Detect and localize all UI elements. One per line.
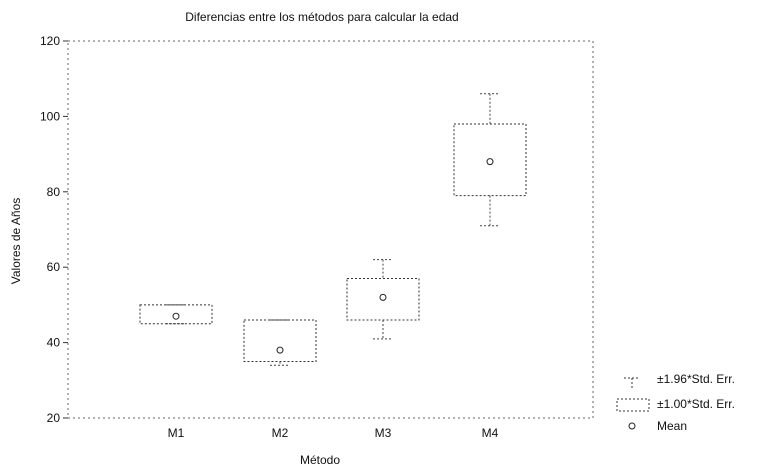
x-tick-label-M1: M1 [168,426,185,440]
box-group-M1 [139,304,213,325]
x-axis-label: Método [300,453,340,465]
y-tick-label-80: 80 [47,185,61,199]
y-axis: 20 40 60 80 100 120 [40,34,68,425]
box-M4 [453,123,527,197]
box-groups [139,93,527,366]
y-tick-label-100: 100 [40,109,60,123]
chart-title: Diferencias entre los métodos para calcu… [185,10,458,24]
legend-symbol-se [616,398,650,412]
mean-marker-M4 [486,158,494,166]
y-tick-label-20: 20 [47,411,61,425]
legend-label-2: Mean [657,419,687,433]
y-axis-label: Valores de Años [9,198,23,285]
y-tick-label-120: 120 [40,34,60,48]
legend-label-1: ±1.00*Std. Err. [657,397,735,411]
legend-label-0: ±1.96*Std. Err. [657,372,735,386]
box-M1 [139,304,213,325]
x-axis: M1 M2 M3 M4 [168,426,499,440]
y-tick-label-60: 60 [47,260,61,274]
box-M3 [346,278,420,321]
box-group-M4 [453,93,527,227]
mean-marker-M2 [276,346,284,354]
plot-border [67,40,594,419]
y-tick-label-40: 40 [47,336,61,350]
x-tick-label-M3: M3 [375,426,392,440]
x-tick-label-M2: M2 [272,426,289,440]
legend-symbol-mean [628,422,636,430]
box-group-M3 [346,259,420,340]
box-group-M2 [243,319,317,366]
box-M2 [243,319,317,362]
legend: ±1.96*Std. Err. ±1.00*Std. Err. Mean [616,372,735,433]
mean-marker-M3 [379,293,387,301]
mean-marker-M1 [172,312,180,320]
x-tick-label-M4: M4 [482,426,499,440]
plot-frame [67,40,594,419]
